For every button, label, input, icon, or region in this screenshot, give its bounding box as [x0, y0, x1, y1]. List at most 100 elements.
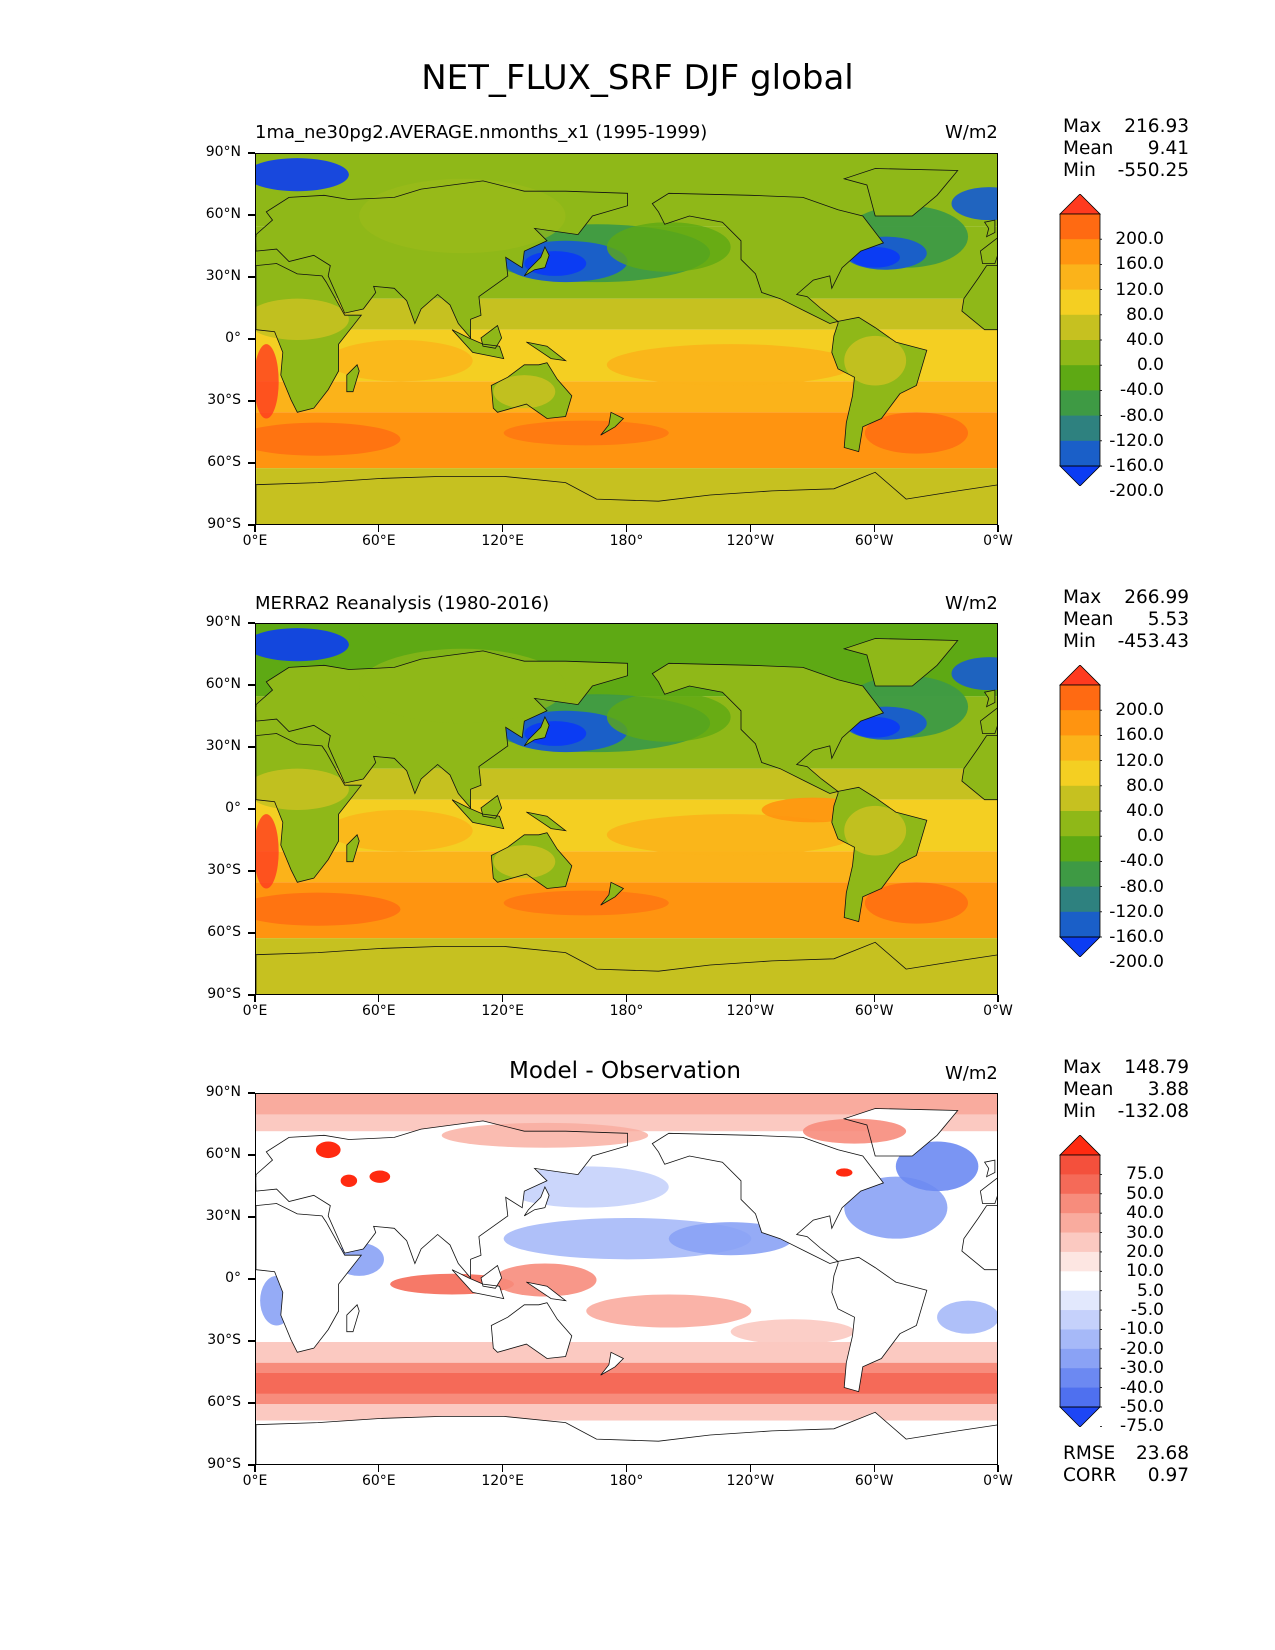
colorbar-label: 80.0	[1126, 304, 1164, 325]
lon-tick	[254, 525, 256, 532]
stat-corr: CORR 0.97	[1063, 1465, 1189, 1486]
lat-label: 60°S	[207, 1394, 241, 1410]
lat-tick	[248, 870, 255, 872]
lon-label: 60°W	[854, 533, 894, 549]
map-model	[255, 153, 998, 525]
units-label: W/m2	[945, 593, 998, 614]
lat-tick	[248, 462, 255, 464]
lon-label: 0°E	[242, 1003, 268, 1019]
stat-max: Max 266.99	[1063, 587, 1189, 608]
colorbar-label: -5.0	[1130, 1300, 1164, 1321]
lat-tick	[248, 524, 255, 526]
colorbar-label: 200.0	[1115, 229, 1164, 250]
lon-label: 120°W	[726, 533, 775, 549]
lat-tick	[248, 994, 255, 996]
lat-label: 30°N	[205, 268, 241, 284]
colorbar-label: -120.0	[1109, 430, 1164, 451]
colorbar-label: 0.0	[1136, 826, 1164, 847]
lon-label: 120°W	[726, 1473, 775, 1489]
stat-mean: Mean 9.41	[1063, 138, 1189, 159]
lat-label: 30°S	[207, 862, 241, 878]
lon-tick	[625, 525, 628, 532]
colorbar-label: 75.0	[1126, 1164, 1164, 1185]
colorbar-label: 120.0	[1115, 279, 1164, 300]
lon-tick	[254, 1465, 256, 1472]
lat-tick	[248, 276, 255, 278]
lat-label: 60°N	[205, 676, 241, 692]
lat-label: 90°N	[205, 144, 241, 160]
lon-tick	[749, 1465, 751, 1472]
colorbar-label: -200.0	[1109, 952, 1164, 973]
map-obs	[255, 623, 998, 995]
lon-tick	[378, 1465, 380, 1472]
lat-label: 0°	[225, 330, 241, 346]
colorbar-label: 40.0	[1126, 801, 1164, 821]
lon-label: 60°E	[361, 533, 396, 549]
lon-tick	[997, 525, 999, 532]
lon-tick	[625, 1465, 628, 1472]
stat-max: Max 148.79	[1063, 1057, 1189, 1078]
lat-label: 90°N	[205, 1084, 241, 1100]
colorbar-label: 80.0	[1126, 775, 1164, 796]
lon-label: 60°E	[361, 1473, 396, 1489]
colorbar-model	[1058, 194, 1102, 486]
lon-tick	[997, 1465, 999, 1472]
lon-tick	[873, 995, 875, 1002]
lon-label: 0°W	[983, 1473, 1013, 1489]
units-label: W/m2	[945, 122, 998, 143]
lon-label: 120°E	[481, 1003, 524, 1019]
colorbar-label: 120.0	[1115, 750, 1164, 771]
lon-tick	[378, 525, 380, 532]
colorbar-label: -200.0	[1109, 481, 1164, 502]
colorbar-label: 30.0	[1126, 1222, 1164, 1243]
colorbar-label: -80.0	[1120, 876, 1164, 897]
lat-label: 90°N	[205, 614, 241, 630]
colorbar-label: -40.0	[1120, 851, 1164, 872]
lat-label: 30°S	[207, 1332, 241, 1348]
lon-label: 180°	[609, 533, 644, 549]
lon-label: 120°E	[481, 533, 524, 549]
colorbar-label: -40.0	[1120, 1377, 1164, 1398]
lon-label: 60°W	[854, 1003, 894, 1019]
lon-tick	[378, 995, 380, 1002]
lat-label: 90°S	[207, 986, 241, 1002]
lat-label: 30°N	[205, 738, 241, 754]
panel-title: MERRA2 Reanalysis (1980-2016)	[255, 593, 550, 614]
lon-tick	[254, 995, 256, 1002]
figure-title: NET_FLUX_SRF DJF global	[421, 58, 854, 98]
lat-label: 90°S	[207, 1456, 241, 1472]
lon-label: 120°W	[726, 1003, 775, 1019]
lon-tick	[502, 1465, 504, 1472]
lat-tick	[248, 1278, 255, 1280]
lon-label: 120°E	[481, 1473, 524, 1489]
lat-tick	[248, 746, 255, 748]
lat-label: 0°	[225, 800, 241, 816]
lat-tick	[248, 1340, 255, 1342]
stat-mean: Mean 3.88	[1063, 1079, 1189, 1100]
lon-tick	[502, 995, 504, 1002]
colorbar-label: 50.0	[1126, 1183, 1164, 1204]
lat-label: 60°S	[207, 454, 241, 470]
lat-label: 0°	[225, 1270, 241, 1286]
colorbar-label: -160.0	[1109, 927, 1164, 947]
map-diff	[255, 1093, 998, 1465]
stat-rmse: RMSE 23.68	[1063, 1443, 1189, 1464]
stats-box: Max 216.93 Mean 9.41 Min -550.25	[1063, 116, 1189, 182]
stat-max: Max 216.93	[1063, 116, 1189, 137]
lon-tick	[997, 995, 999, 1002]
lat-tick	[248, 1402, 255, 1404]
stat-min: Min -132.08	[1063, 1101, 1189, 1122]
colorbar-label: 160.0	[1115, 254, 1164, 275]
lon-tick	[873, 1465, 875, 1472]
lat-tick	[248, 1464, 255, 1466]
lat-tick	[248, 622, 255, 624]
lon-label: 60°E	[361, 1003, 396, 1019]
stat-min: Min -453.43	[1063, 631, 1189, 652]
stat-mean: Mean 5.53	[1063, 609, 1189, 630]
colorbar-label: -20.0	[1120, 1338, 1164, 1359]
colorbar-label: 0.0	[1136, 355, 1164, 376]
colorbar-label: 20.0	[1126, 1241, 1164, 1262]
colorbar-label: 40.0	[1126, 1203, 1164, 1224]
lon-label: 180°	[609, 1473, 644, 1489]
lat-tick	[248, 400, 255, 402]
